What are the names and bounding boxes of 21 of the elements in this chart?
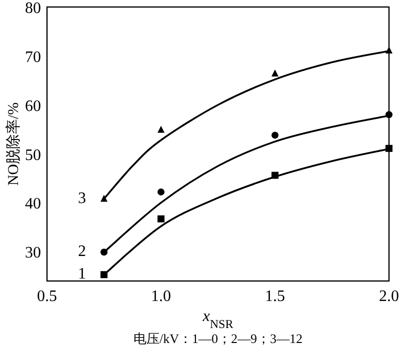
x-tick-label: 0.5	[37, 288, 57, 305]
series-label: 1	[78, 266, 86, 283]
y-axis-title: NO脱除率/%	[5, 102, 22, 186]
y-tick-label: 60	[25, 98, 41, 115]
x-tick-label: 1.0	[151, 288, 171, 305]
point	[272, 70, 278, 77]
point	[272, 132, 278, 139]
y-tick-label: 50	[25, 146, 41, 164]
point	[158, 188, 164, 196]
y-tick-label: 40	[25, 196, 41, 213]
y-tick-label: 80	[25, 0, 41, 17]
y-tick-label: 30	[25, 244, 41, 262]
point	[158, 126, 164, 133]
x-tick-label: 1.5	[265, 288, 285, 305]
x-axis-title: x$_{NSR}$	[202, 308, 234, 331]
point	[158, 215, 164, 222]
series-label: 3	[78, 190, 86, 207]
y-tick-label: 70	[25, 48, 41, 66]
text: 电压/kV：1—0；2—9；3—12	[134, 331, 302, 346]
x-tick-label: 2.0	[379, 288, 399, 305]
series-label: 2	[78, 243, 86, 260]
